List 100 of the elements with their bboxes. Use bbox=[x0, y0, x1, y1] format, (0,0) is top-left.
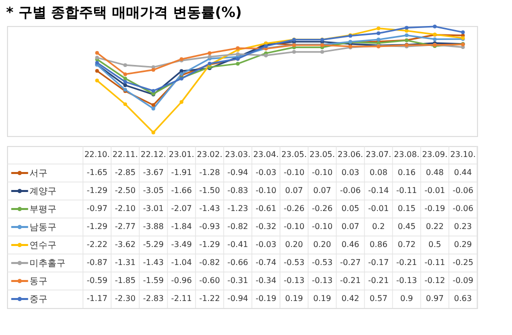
data-label: -0.94 bbox=[227, 168, 248, 177]
data-label: -3.01 bbox=[142, 204, 164, 213]
x-tick-label: 23.09. bbox=[422, 150, 448, 159]
data-label: -1.31 bbox=[114, 258, 136, 267]
data-label: -0.97 bbox=[86, 204, 108, 213]
data-label: -2.83 bbox=[142, 294, 164, 303]
data-label: -2.85 bbox=[114, 168, 136, 177]
data-label: -0.34 bbox=[256, 276, 276, 285]
data-label: 0.20 bbox=[285, 240, 303, 249]
data-label: 0.45 bbox=[398, 222, 416, 231]
data-label: -1.29 bbox=[86, 222, 108, 231]
data-label: -0.83 bbox=[227, 186, 248, 195]
data-label: -0.61 bbox=[256, 204, 276, 213]
data-label: -0.12 bbox=[424, 276, 446, 285]
x-tick-label: 22.12. bbox=[140, 150, 166, 159]
data-label: -0.53 bbox=[312, 258, 333, 267]
data-label: -1.29 bbox=[199, 240, 220, 249]
data-label: -1.43 bbox=[199, 204, 220, 213]
data-label: -2.50 bbox=[114, 186, 136, 195]
data-label: -0.11 bbox=[424, 258, 446, 267]
data-label: -2.07 bbox=[171, 204, 192, 213]
legend-label: 서구 bbox=[30, 169, 48, 179]
data-label: -3.05 bbox=[142, 186, 164, 195]
data-label: -0.41 bbox=[227, 240, 248, 249]
data-label: 0.63 bbox=[454, 294, 472, 303]
data-label: 0.19 bbox=[285, 294, 303, 303]
data-label: -2.77 bbox=[114, 222, 136, 231]
data-label: 0.23 bbox=[454, 222, 472, 231]
x-tick-label: 23.10. bbox=[450, 150, 476, 159]
data-label: -0.26 bbox=[284, 204, 304, 213]
data-label: -3.88 bbox=[142, 222, 164, 231]
data-label: 0.15 bbox=[398, 204, 416, 213]
data-label: -0.19 bbox=[424, 204, 446, 213]
data-label: -1.91 bbox=[171, 168, 192, 177]
data-label: -3.67 bbox=[142, 168, 164, 177]
data-label: 0.2 bbox=[372, 222, 385, 231]
data-label: -0.10 bbox=[284, 222, 304, 231]
data-label: 0.42 bbox=[341, 294, 360, 303]
data-label: -0.13 bbox=[284, 276, 304, 285]
data-label: 0.86 bbox=[370, 240, 388, 249]
data-label: -0.10 bbox=[312, 222, 333, 231]
data-label: -2.10 bbox=[114, 204, 136, 213]
data-label: -0.06 bbox=[452, 186, 474, 195]
data-label: -1.85 bbox=[114, 276, 136, 285]
data-label: -0.10 bbox=[284, 168, 304, 177]
data-label: -0.01 bbox=[424, 186, 446, 195]
data-label: 0.05 bbox=[341, 204, 360, 213]
legend-label: 남동구 bbox=[30, 223, 57, 233]
data-label: 0.07 bbox=[313, 186, 332, 195]
data-label: -0.17 bbox=[368, 258, 389, 267]
data-label: -0.03 bbox=[256, 240, 276, 249]
x-tick-label: 23.03. bbox=[225, 150, 251, 159]
data-label: -0.03 bbox=[256, 168, 276, 177]
x-tick-label: 23.05. bbox=[281, 150, 307, 159]
chart-title: * 구별 종합주택 매매가격 변동률(%) bbox=[6, 5, 242, 22]
data-label: -0.82 bbox=[199, 258, 220, 267]
legend-label: 동구 bbox=[30, 277, 48, 287]
data-label: 0.48 bbox=[426, 168, 444, 177]
data-label: -1.29 bbox=[86, 186, 108, 195]
data-label: -0.32 bbox=[256, 222, 276, 231]
data-label: -0.96 bbox=[171, 276, 192, 285]
data-label: 0.22 bbox=[426, 222, 444, 231]
data-label: -0.31 bbox=[227, 276, 248, 285]
data-label: -1.66 bbox=[171, 186, 192, 195]
legend-label: 계양구 bbox=[30, 187, 57, 197]
legend-label: 중구 bbox=[30, 295, 48, 305]
x-tick-label: 23.02. bbox=[196, 150, 222, 159]
data-label: 0.08 bbox=[370, 168, 388, 177]
data-label: 0.03 bbox=[341, 168, 360, 177]
data-label: -3.62 bbox=[114, 240, 136, 249]
data-label: -1.22 bbox=[199, 294, 220, 303]
x-tick-label: 23.07. bbox=[366, 150, 392, 159]
data-label: 0.97 bbox=[426, 294, 444, 303]
data-label: -0.87 bbox=[86, 258, 108, 267]
data-label: -0.74 bbox=[256, 258, 276, 267]
data-label: -0.13 bbox=[396, 276, 417, 285]
x-tick-label: 23.06. bbox=[338, 150, 364, 159]
data-label: 0.72 bbox=[398, 240, 416, 249]
data-label: -2.22 bbox=[86, 240, 108, 249]
data-label: -0.06 bbox=[452, 204, 474, 213]
data-label: 0.57 bbox=[370, 294, 388, 303]
data-label: -0.93 bbox=[199, 222, 220, 231]
data-label: 0.29 bbox=[454, 240, 472, 249]
x-tick-label: 22.10. bbox=[84, 150, 110, 159]
data-label: -0.27 bbox=[340, 258, 361, 267]
data-label: -0.21 bbox=[368, 276, 389, 285]
data-label: -5.29 bbox=[142, 240, 164, 249]
x-tick-label: 23.04. bbox=[253, 150, 279, 159]
data-label: -1.50 bbox=[199, 186, 220, 195]
data-label: -1.23 bbox=[227, 204, 248, 213]
x-tick-label: 23.01. bbox=[168, 150, 194, 159]
data-label: 0.16 bbox=[398, 168, 416, 177]
data-label: 0.07 bbox=[341, 222, 360, 231]
data-label: 0.9 bbox=[400, 294, 414, 303]
data-label: -0.06 bbox=[340, 186, 361, 195]
legend-label: 미추홀구 bbox=[30, 259, 66, 269]
x-tick-label: 23.08. bbox=[394, 150, 420, 159]
data-label: -0.21 bbox=[340, 276, 361, 285]
data-label: -1.84 bbox=[171, 222, 192, 231]
data-label: -1.28 bbox=[199, 168, 220, 177]
